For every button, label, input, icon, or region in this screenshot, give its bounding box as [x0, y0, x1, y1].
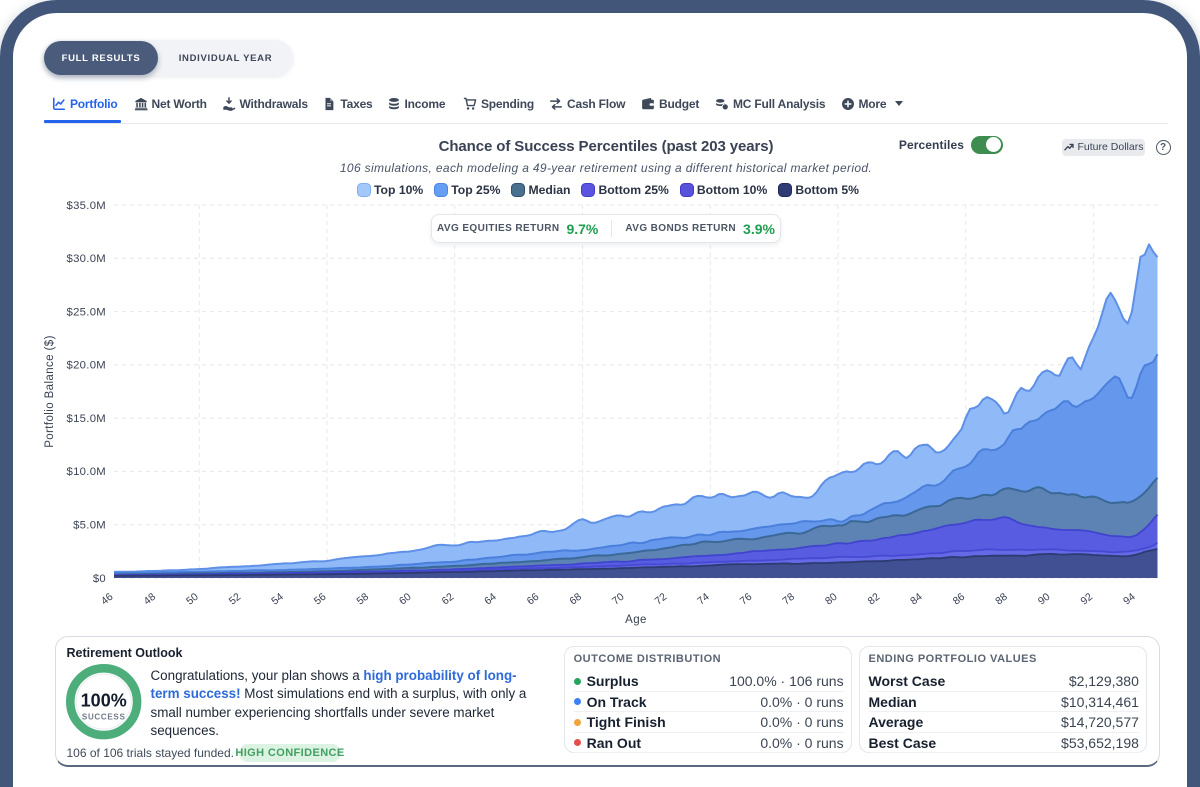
svg-text:$5.0M: $5.0M [73, 520, 106, 532]
svg-text:64: 64 [482, 591, 499, 608]
svg-text:52: 52 [227, 591, 244, 608]
svg-text:$15.0M: $15.0M [67, 413, 106, 425]
svg-text:72: 72 [653, 591, 670, 608]
svg-text:84: 84 [908, 591, 925, 608]
svg-text:62: 62 [440, 591, 457, 608]
svg-text:SUCCESS: SUCCESS [82, 713, 126, 722]
svg-text:82: 82 [866, 591, 883, 608]
svg-text:54: 54 [269, 591, 286, 608]
svg-text:Portfolio Balance ($): Portfolio Balance ($) [44, 335, 56, 448]
svg-text:$30.0M: $30.0M [67, 253, 106, 265]
svg-text:$10.0M: $10.0M [67, 466, 106, 478]
svg-text:76: 76 [738, 591, 755, 608]
svg-text:100%: 100% [81, 691, 127, 711]
svg-text:46: 46 [99, 591, 116, 608]
svg-text:56: 56 [312, 591, 329, 608]
svg-text:58: 58 [354, 591, 371, 608]
svg-text:$25.0M: $25.0M [67, 306, 106, 318]
svg-text:48: 48 [141, 591, 158, 608]
svg-text:74: 74 [695, 591, 712, 608]
svg-text:68: 68 [567, 591, 584, 608]
svg-text:50: 50 [184, 591, 201, 608]
svg-text:66: 66 [525, 591, 542, 608]
svg-text:$20.0M: $20.0M [67, 360, 106, 372]
svg-text:$35.0M: $35.0M [67, 200, 106, 212]
svg-text:78: 78 [780, 591, 797, 608]
svg-text:92: 92 [1078, 591, 1095, 608]
svg-text:86: 86 [951, 591, 968, 608]
svg-text:94: 94 [1121, 591, 1138, 608]
svg-text:80: 80 [823, 591, 840, 608]
svg-text:$0: $0 [93, 573, 106, 585]
svg-text:88: 88 [993, 591, 1010, 608]
svg-text:70: 70 [610, 591, 627, 608]
svg-text:90: 90 [1036, 591, 1053, 608]
svg-text:Age: Age [625, 614, 647, 626]
svg-text:60: 60 [397, 591, 414, 608]
